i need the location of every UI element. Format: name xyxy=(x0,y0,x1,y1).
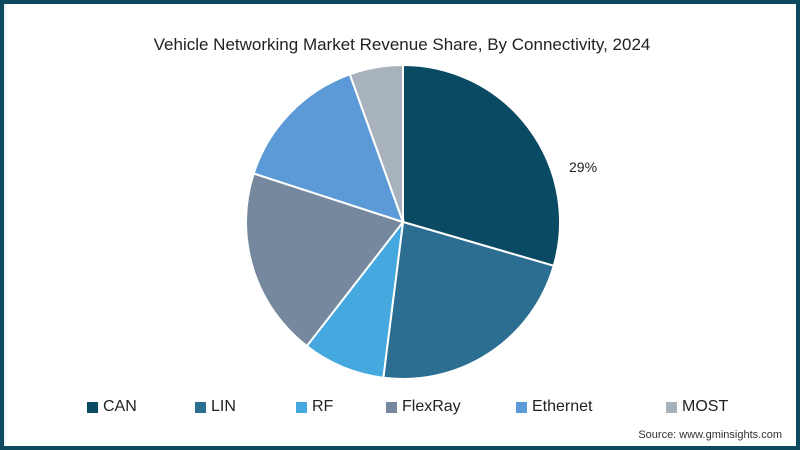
can-value-label: 29% xyxy=(569,159,598,175)
swatch-icon xyxy=(296,401,307,413)
pie-slice-flexray xyxy=(245,172,405,348)
swatch-icon xyxy=(516,401,527,413)
chart-frame: Vehicle Networking Market Revenue Share,… xyxy=(4,4,796,446)
pie-slice-rf xyxy=(305,218,405,379)
legend-item-can: CAN xyxy=(87,398,137,416)
swatch-icon xyxy=(666,401,677,413)
swatch-icon xyxy=(386,401,397,413)
pie-slice-ethernet xyxy=(252,73,405,224)
pie-slice-lin xyxy=(382,220,556,380)
chart-title: Vehicle Networking Market Revenue Share,… xyxy=(153,35,651,54)
swatch-icon xyxy=(195,401,206,413)
swatch-icon xyxy=(87,401,98,413)
legend-item-ethernet: Ethernet xyxy=(516,398,592,416)
pie-chart xyxy=(245,63,561,380)
pie-slice-can xyxy=(402,63,561,268)
pie-slice-most xyxy=(348,63,404,223)
legend-item-rf: RF xyxy=(296,398,333,416)
source-note: Source: www.gminsights.com xyxy=(638,429,782,441)
legend-item-flexray: FlexRay xyxy=(386,398,461,416)
legend-item-most: MOST xyxy=(666,398,728,416)
legend-item-lin: LIN xyxy=(195,398,236,416)
